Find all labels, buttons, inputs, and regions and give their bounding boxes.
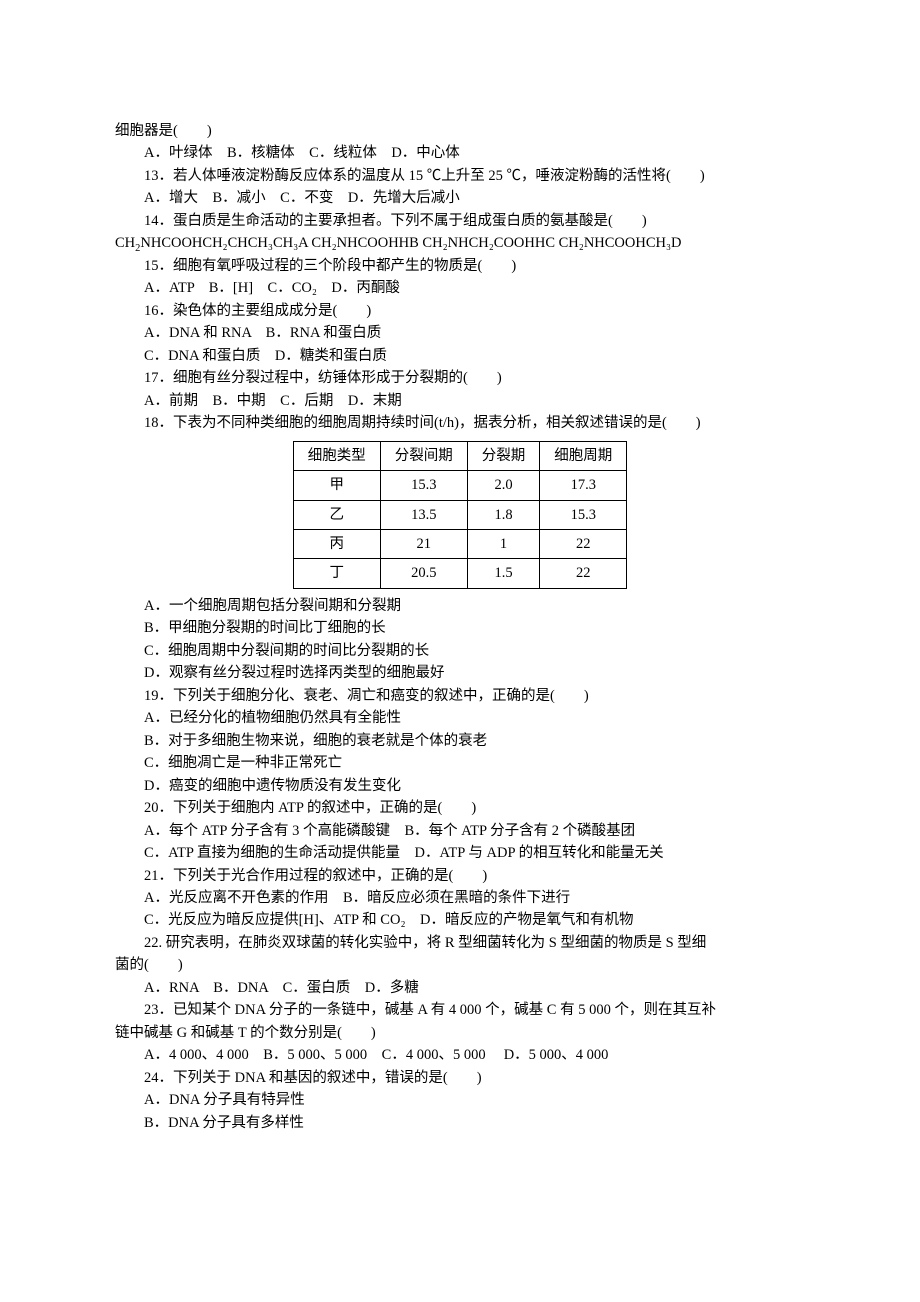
table-cell: 1.5 (467, 559, 540, 588)
q24-option-a: A．DNA 分子具有特异性 (115, 1089, 805, 1111)
table-cell: 甲 (293, 471, 380, 500)
q13-stem: 13．若人体唾液淀粉酶反应体系的温度从 15 ℃上升至 25 ℃，唾液淀粉酶的活… (115, 165, 805, 187)
q23-options: A．4 000、4 000 B．5 000、5 000 C．4 000、5 00… (115, 1044, 805, 1066)
q21-options-row1: A．光反应离不开色素的作用 B．暗反应必须在黑暗的条件下进行 (115, 887, 805, 909)
table-header-cell: 分裂间期 (380, 441, 467, 470)
q16-options-row1: A．DNA 和 RNA B．RNA 和蛋白质 (115, 322, 805, 344)
q18-option-a: A．一个细胞周期包括分裂间期和分裂期 (115, 595, 805, 617)
q18-option-b: B．甲细胞分裂期的时间比丁细胞的长 (115, 617, 805, 639)
table-cell: 17.3 (540, 471, 627, 500)
table-header-row: 细胞类型 分裂间期 分裂期 细胞周期 (293, 441, 627, 470)
table-row: 丁 20.5 1.5 22 (293, 559, 627, 588)
table-cell: 1 (467, 529, 540, 558)
q13-options: A．增大 B．减小 C．不变 D．先增大后减小 (115, 187, 805, 209)
q14-opt-rest: NHCOOHCH₂CHCH₃CH₃A CH₂NHCOOHHB CH₂NHCH₂C… (140, 235, 681, 251)
q17-options: A．前期 B．中期 C．后期 D．末期 (115, 390, 805, 412)
q18-stem: 18．下表为不同种类细胞的细胞周期持续时间(t/h)，据表分析，相关叙述错误的是… (115, 412, 805, 434)
table-cell: 15.3 (380, 471, 467, 500)
q20-options-row2: C．ATP 直接为细胞的生命活动提供能量 D．ATP 与 ADP 的相互转化和能… (115, 842, 805, 864)
q20-stem: 20．下列关于细胞内 ATP 的叙述中，正确的是( ) (115, 797, 805, 819)
q19-option-b: B．对于多细胞生物来说，细胞的衰老就是个体的衰老 (115, 730, 805, 752)
q14-options: CH2NHCOOHCH₂CHCH₃CH₃A CH₂NHCOOHHB CH₂NHC… (115, 232, 805, 254)
table-cell: 13.5 (380, 500, 467, 529)
q22-stem-line1: 22. 研究表明，在肺炎双球菌的转化实验中，将 R 型细菌转化为 S 型细菌的物… (115, 932, 805, 954)
q24-stem: 24．下列关于 DNA 和基因的叙述中，错误的是( ) (115, 1067, 805, 1089)
table-header-cell: 细胞类型 (293, 441, 380, 470)
q19-option-a: A．已经分化的植物细胞仍然具有全能性 (115, 707, 805, 729)
table-row: 乙 13.5 1.8 15.3 (293, 500, 627, 529)
q14-stem: 14．蛋白质是生命活动的主要承担者。下列不属于组成蛋白质的氨基酸是( ) (115, 210, 805, 232)
table-cell: 乙 (293, 500, 380, 529)
table-cell: 20.5 (380, 559, 467, 588)
table-cell: 1.8 (467, 500, 540, 529)
q19-option-c: C．细胞凋亡是一种非正常死亡 (115, 752, 805, 774)
q16-stem: 16．染色体的主要组成成分是( ) (115, 300, 805, 322)
q21-stem: 21．下列关于光合作用过程的叙述中，正确的是( ) (115, 865, 805, 887)
table-cell: 丁 (293, 559, 380, 588)
table-cell: 2.0 (467, 471, 540, 500)
q22-options: A．RNA B．DNA C．蛋白质 D．多糖 (115, 977, 805, 999)
q23-stem-line1: 23．已知某个 DNA 分子的一条链中，碱基 A 有 4 000 个，碱基 C … (115, 999, 805, 1021)
q20-options-row1: A．每个 ATP 分子含有 3 个高能磷酸键 B．每个 ATP 分子含有 2 个… (115, 820, 805, 842)
q14-opt-pre: CH (115, 235, 135, 251)
q23-stem-line2: 链中碱基 G 和碱基 T 的个数分别是( ) (115, 1022, 805, 1044)
q12-stem-cont: 细胞器是( ) (115, 120, 805, 142)
table-row: 丙 21 1 22 (293, 529, 627, 558)
q12-options: A．叶绿体 B．核糖体 C．线粒体 D．中心体 (115, 142, 805, 164)
document-page: 细胞器是( ) A．叶绿体 B．核糖体 C．线粒体 D．中心体 13．若人体唾液… (0, 0, 920, 1194)
q18-table: 细胞类型 分裂间期 分裂期 细胞周期 甲 15.3 2.0 17.3 乙 13.… (293, 441, 628, 589)
table-cell: 15.3 (540, 500, 627, 529)
table-row: 甲 15.3 2.0 17.3 (293, 471, 627, 500)
q18-option-d: D．观察有丝分裂过程时选择丙类型的细胞最好 (115, 662, 805, 684)
table-cell: 22 (540, 529, 627, 558)
table-header-cell: 细胞周期 (540, 441, 627, 470)
q24-option-b: B．DNA 分子具有多样性 (115, 1112, 805, 1134)
table-cell: 丙 (293, 529, 380, 558)
table-cell: 22 (540, 559, 627, 588)
q17-stem: 17．细胞有丝分裂过程中，纺锤体形成于分裂期的( ) (115, 367, 805, 389)
q19-stem: 19．下列关于细胞分化、衰老、凋亡和癌变的叙述中，正确的是( ) (115, 685, 805, 707)
table-header-cell: 分裂期 (467, 441, 540, 470)
table-cell: 21 (380, 529, 467, 558)
q15-stem: 15．细胞有氧呼吸过程的三个阶段中都产生的物质是( ) (115, 255, 805, 277)
q15-options: A．ATP B．[H] C．CO₂ D．丙酮酸 (115, 277, 805, 299)
q22-stem-line2: 菌的( ) (115, 954, 805, 976)
q18-option-c: C．细胞周期中分裂间期的时间比分裂期的长 (115, 640, 805, 662)
q21-options-row2: C．光反应为暗反应提供[H]、ATP 和 CO₂ D．暗反应的产物是氧气和有机物 (115, 909, 805, 931)
q16-options-row2: C．DNA 和蛋白质 D．糖类和蛋白质 (115, 345, 805, 367)
q19-option-d: D．癌变的细胞中遗传物质没有发生变化 (115, 775, 805, 797)
